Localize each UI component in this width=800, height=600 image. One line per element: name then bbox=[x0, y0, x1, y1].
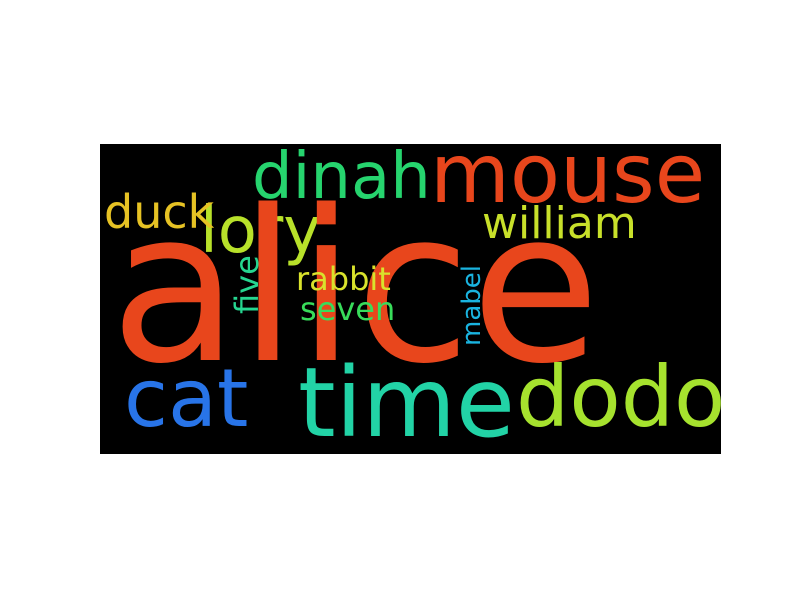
word-rabbit: rabbit bbox=[296, 260, 391, 298]
word-alice: alice bbox=[110, 165, 600, 410]
word-mouse: mouse bbox=[430, 144, 705, 222]
word-dodo: dodo bbox=[516, 348, 721, 446]
word-cat: cat bbox=[124, 352, 248, 445]
word-cloud: lory dinah mouse duck william alice rabb… bbox=[100, 144, 721, 454]
word-cloud-canvas: lory dinah mouse duck william alice rabb… bbox=[104, 144, 721, 454]
word-mabel: mabel bbox=[457, 265, 487, 346]
word-seven: seven bbox=[300, 290, 395, 328]
word-lory: lory bbox=[200, 194, 321, 268]
word-duck: duck bbox=[104, 185, 215, 239]
word-dinah: dinah bbox=[252, 144, 431, 214]
word-william: william bbox=[482, 198, 637, 249]
word-time: time bbox=[298, 347, 515, 454]
word-five: five bbox=[228, 255, 266, 314]
